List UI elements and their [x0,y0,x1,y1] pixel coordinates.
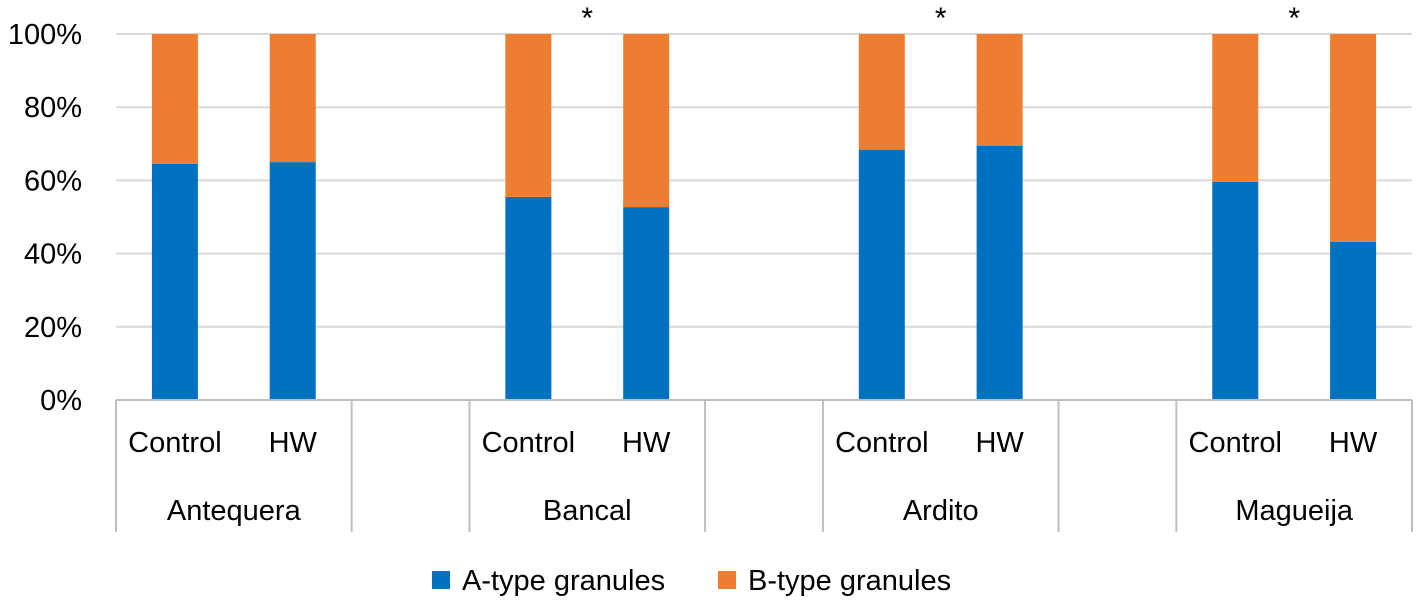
bar-b-type-segment [151,34,198,164]
bar-category-label: HW [975,427,1024,459]
y-tick-label: 60% [24,165,82,197]
bar-b-type-segment [976,34,1023,146]
legend-swatch [432,571,450,589]
group-label: Ardito [903,495,979,527]
legend-swatch [718,571,736,589]
bar-b-type-segment [505,34,552,197]
significance-asterisk: * [581,2,593,35]
group-label: Bancal [543,495,632,527]
bar-a-type-segment [976,145,1023,400]
legend: A-type granules B-type granules [432,565,951,597]
y-tick-label: 80% [24,92,82,124]
bars [151,34,1377,400]
bar-b-type-segment [1330,34,1377,242]
gridlines [116,33,1412,328]
legend-label: A-type granules [462,565,665,597]
significance-markers: * * * [581,2,1300,35]
significance-asterisk: * [935,2,947,35]
y-tick-label: 100% [8,19,82,51]
group-label: Antequera [167,495,302,527]
bar-a-type-segment [151,163,198,400]
bar-a-type-segment [505,196,552,400]
bar-category-label: Control [128,427,222,459]
bar-category-label: Control [1189,427,1283,459]
bar-b-type-segment [623,34,670,208]
significance-asterisk: * [1288,2,1300,35]
x-axis: Control HW Antequera Control HW Bancal Control… [115,399,1413,532]
y-tick-label: 0% [40,385,82,417]
bar-category-label: Control [482,427,576,459]
bar-category-label: Control [835,427,929,459]
y-axis: 0% 20% 40% 60% 80% 100% [8,19,82,417]
y-tick-label: 20% [24,312,82,344]
legend-label: B-type granules [748,565,951,597]
bar-category-label: HW [622,427,671,459]
group-label: Magueija [1235,495,1354,527]
bar-b-type-segment [1212,34,1259,182]
bar-a-type-segment [1212,181,1259,400]
bar-b-type-segment [269,34,316,163]
bar-category-label: HW [1329,427,1378,459]
bar-category-label: HW [269,427,318,459]
bar-a-type-segment [1330,241,1377,400]
bar-a-type-segment [269,162,316,400]
bar-a-type-segment [858,149,905,400]
bar-b-type-segment [858,34,905,150]
bar-a-type-segment [623,207,670,400]
y-tick-label: 40% [24,239,82,271]
